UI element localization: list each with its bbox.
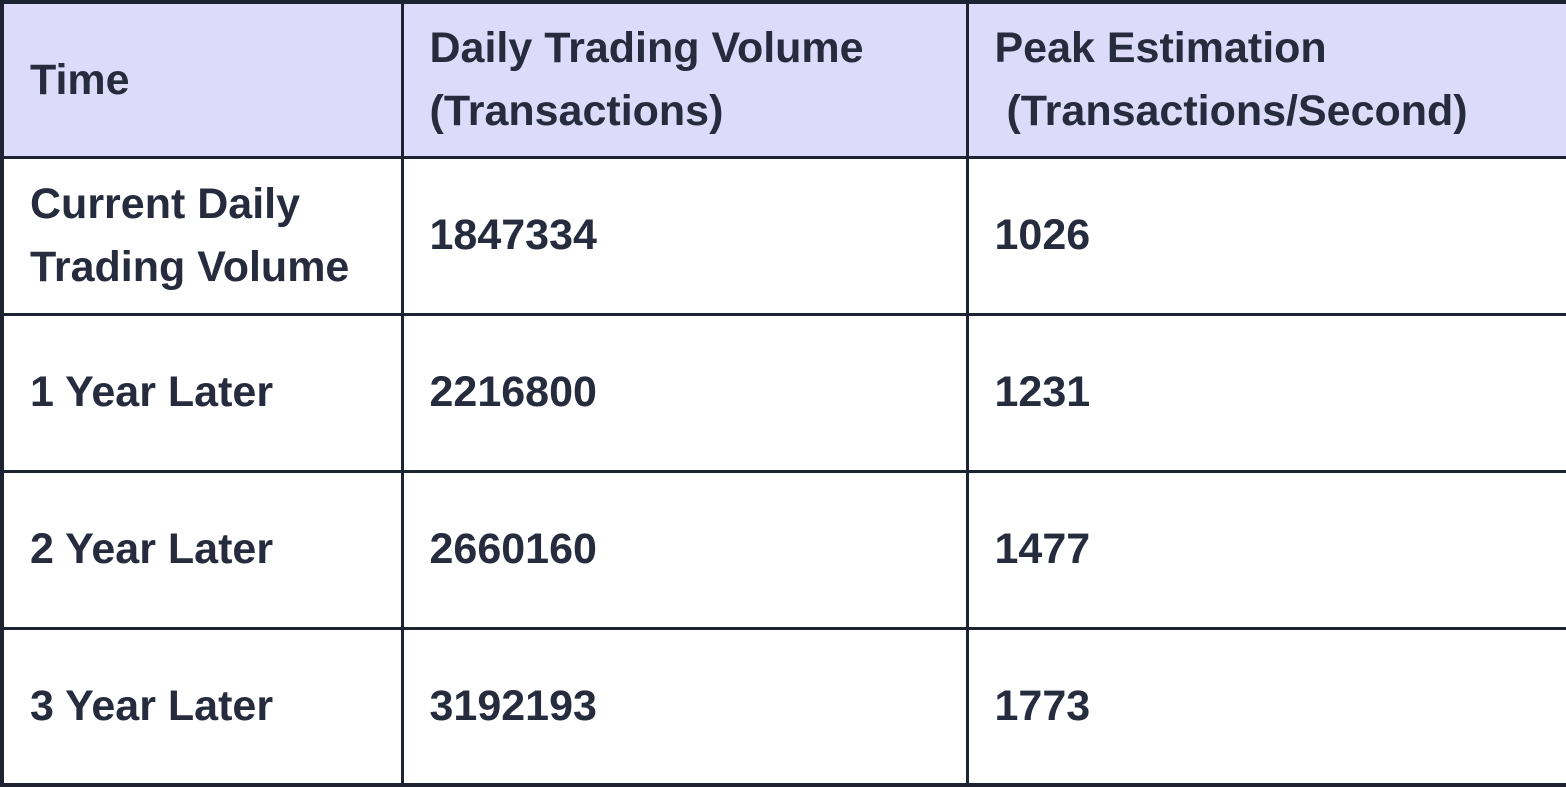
table-header: Time Daily Trading Volume (Transactions)… (0, 0, 1566, 159)
table-body: Current Daily Trading Volume 1847334 102… (0, 155, 1566, 787)
column-header-time: Time (0, 0, 404, 159)
cell-peak-estimation: 1477 (965, 469, 1566, 630)
cell-time: 3 Year Later (0, 626, 404, 787)
cell-daily-trading-volume: 2216800 (400, 312, 969, 473)
cell-peak-estimation: 1026 (965, 155, 1566, 316)
header-row: Time Daily Trading Volume (Transactions)… (0, 0, 1566, 159)
table-row: 2 Year Later 2660160 1477 (0, 469, 1566, 630)
cell-peak-estimation: 1773 (965, 626, 1566, 787)
cell-daily-trading-volume: 1847334 (400, 155, 969, 316)
cell-time: 1 Year Later (0, 312, 404, 473)
cell-time: 2 Year Later (0, 469, 404, 630)
cell-daily-trading-volume: 2660160 (400, 469, 969, 630)
cell-daily-trading-volume: 3192193 (400, 626, 969, 787)
column-header-peak-estimation: Peak Estimation (Transactions/Second) (965, 0, 1566, 159)
table-row: 3 Year Later 3192193 1773 (0, 626, 1566, 787)
cell-time: Current Daily Trading Volume (0, 155, 404, 316)
table-row: 1 Year Later 2216800 1231 (0, 312, 1566, 473)
cell-peak-estimation: 1231 (965, 312, 1566, 473)
column-header-daily-trading-volume: Daily Trading Volume (Transactions) (400, 0, 969, 159)
table-row: Current Daily Trading Volume 1847334 102… (0, 155, 1566, 316)
